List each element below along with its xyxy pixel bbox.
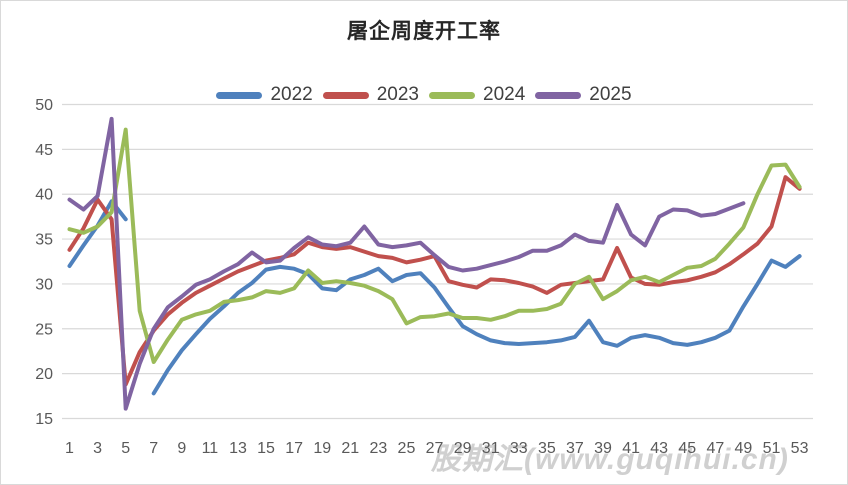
x-axis-label-7: 7 <box>149 440 158 457</box>
legend-swatch-2023 <box>322 91 369 99</box>
chart-legend: 2022 2023 2024 2025 <box>1 84 847 106</box>
x-axis-label-47: 47 <box>706 440 724 457</box>
x-axis-label-3: 3 <box>93 440 102 457</box>
x-axis-label-17: 17 <box>285 440 303 457</box>
series-line-2022 <box>151 254 802 396</box>
y-axis-label-45: 45 <box>35 142 53 159</box>
y-axis-label-20: 20 <box>35 366 53 383</box>
x-axis-label-33: 33 <box>510 440 528 457</box>
watermark-text: 股期汇(www.guqihui.cn) <box>431 443 789 476</box>
x-axis-label-25: 25 <box>398 440 416 457</box>
x-axis-label-5: 5 <box>121 440 130 457</box>
y-axis-label-30: 30 <box>35 276 53 293</box>
legend-label-2022: 2022 <box>270 84 313 105</box>
x-axis-label-39: 39 <box>594 440 612 457</box>
x-axis-label-37: 37 <box>566 440 584 457</box>
x-axis-label-27: 27 <box>426 440 444 457</box>
legend-item-2025: 2025 <box>535 84 632 106</box>
x-axis-label-45: 45 <box>678 440 696 457</box>
x-axis-label-21: 21 <box>341 440 359 457</box>
legend-swatch-2025 <box>535 91 582 99</box>
legend-label-2023: 2023 <box>376 84 419 105</box>
x-axis-label-51: 51 <box>763 440 781 457</box>
y-axis-label-40: 40 <box>35 187 53 204</box>
x-axis-label-1: 1 <box>65 440 74 457</box>
x-axis-label-29: 29 <box>454 440 472 457</box>
legend-swatch-2024 <box>429 91 475 99</box>
legend-label-2024: 2024 <box>483 84 526 105</box>
x-axis-label-15: 15 <box>257 440 275 457</box>
legend-item-2022: 2022 <box>216 84 313 106</box>
y-axis-label-25: 25 <box>35 321 53 338</box>
legend-swatch-2022 <box>216 91 263 99</box>
x-axis-label-49: 49 <box>735 440 753 457</box>
y-axis-label-35: 35 <box>35 232 53 249</box>
y-axis-label-50: 50 <box>35 97 53 114</box>
series-line-2025 <box>67 116 746 411</box>
x-axis-label-9: 9 <box>177 440 186 457</box>
legend-item-2024: 2024 <box>429 84 525 106</box>
legend-label-2025: 2025 <box>589 84 632 105</box>
x-axis-label-43: 43 <box>650 440 668 457</box>
x-axis-label-11: 11 <box>202 440 219 457</box>
x-axis-label-13: 13 <box>229 440 247 457</box>
x-axis-label-23: 23 <box>369 440 387 457</box>
x-axis-label-53: 53 <box>791 440 809 457</box>
y-axis-label-15: 15 <box>35 411 53 428</box>
x-axis-label-41: 41 <box>622 440 640 457</box>
x-axis-label-31: 31 <box>482 440 500 457</box>
x-axis-label-35: 35 <box>538 440 556 457</box>
series-line-2024 <box>67 127 802 364</box>
chart-title: 屠企周度开工率 <box>347 19 501 43</box>
x-axis-label-19: 19 <box>313 440 331 457</box>
legend-item-2023: 2023 <box>322 84 419 106</box>
